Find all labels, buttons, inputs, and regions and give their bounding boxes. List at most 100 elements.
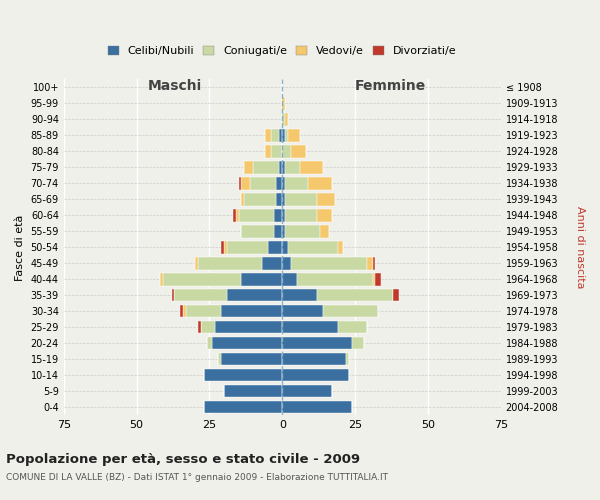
- Bar: [285, 193, 317, 205]
- Bar: [221, 241, 224, 254]
- Bar: [277, 193, 282, 205]
- Bar: [291, 145, 305, 158]
- Bar: [221, 353, 282, 366]
- Bar: [274, 225, 282, 237]
- Bar: [241, 273, 282, 285]
- Bar: [212, 337, 282, 349]
- Bar: [241, 177, 250, 190]
- Bar: [282, 369, 349, 382]
- Bar: [285, 209, 317, 222]
- Bar: [308, 177, 332, 190]
- Bar: [285, 113, 288, 126]
- Bar: [352, 337, 364, 349]
- Bar: [203, 369, 282, 382]
- Bar: [282, 321, 338, 334]
- Text: Maschi: Maschi: [148, 80, 202, 94]
- Bar: [271, 129, 280, 141]
- Bar: [268, 241, 282, 254]
- Bar: [198, 321, 200, 334]
- Bar: [241, 225, 274, 237]
- Y-axis label: Fasce di età: Fasce di età: [15, 214, 25, 280]
- Bar: [160, 273, 163, 285]
- Bar: [282, 145, 291, 158]
- Bar: [346, 353, 349, 366]
- Bar: [338, 241, 343, 254]
- Bar: [282, 193, 285, 205]
- Bar: [282, 273, 297, 285]
- Bar: [198, 257, 262, 270]
- Bar: [285, 177, 308, 190]
- Bar: [239, 177, 241, 190]
- Text: Femmine: Femmine: [355, 80, 425, 94]
- Bar: [221, 305, 282, 318]
- Bar: [373, 273, 376, 285]
- Bar: [282, 177, 285, 190]
- Bar: [200, 321, 215, 334]
- Legend: Celibi/Nubili, Coniugati/e, Vedovi/e, Divorziati/e: Celibi/Nubili, Coniugati/e, Vedovi/e, Di…: [103, 42, 461, 60]
- Bar: [218, 353, 221, 366]
- Bar: [373, 257, 376, 270]
- Bar: [239, 209, 274, 222]
- Bar: [203, 401, 282, 413]
- Bar: [206, 337, 212, 349]
- Bar: [236, 209, 239, 222]
- Bar: [224, 385, 282, 398]
- Bar: [317, 193, 335, 205]
- Bar: [282, 305, 323, 318]
- Bar: [367, 257, 373, 270]
- Bar: [224, 241, 227, 254]
- Bar: [271, 145, 282, 158]
- Bar: [317, 289, 393, 302]
- Bar: [282, 353, 346, 366]
- Bar: [288, 129, 300, 141]
- Bar: [227, 289, 282, 302]
- Bar: [282, 241, 288, 254]
- Bar: [175, 289, 227, 302]
- Bar: [282, 337, 352, 349]
- Bar: [250, 177, 277, 190]
- Bar: [285, 129, 288, 141]
- Bar: [282, 401, 352, 413]
- Bar: [215, 321, 282, 334]
- Bar: [163, 273, 241, 285]
- Bar: [195, 257, 198, 270]
- Bar: [181, 305, 183, 318]
- Bar: [282, 209, 285, 222]
- Bar: [288, 241, 338, 254]
- Bar: [172, 289, 175, 302]
- Bar: [285, 161, 300, 173]
- Bar: [265, 145, 271, 158]
- Text: Popolazione per età, sesso e stato civile - 2009: Popolazione per età, sesso e stato civil…: [6, 452, 360, 466]
- Bar: [265, 129, 271, 141]
- Bar: [277, 177, 282, 190]
- Bar: [338, 321, 367, 334]
- Bar: [280, 161, 282, 173]
- Bar: [285, 225, 320, 237]
- Bar: [317, 209, 332, 222]
- Bar: [291, 257, 367, 270]
- Bar: [244, 161, 253, 173]
- Bar: [282, 257, 291, 270]
- Bar: [241, 193, 244, 205]
- Bar: [274, 209, 282, 222]
- Bar: [280, 129, 282, 141]
- Bar: [244, 193, 277, 205]
- Bar: [282, 289, 317, 302]
- Bar: [186, 305, 221, 318]
- Bar: [282, 385, 332, 398]
- Bar: [253, 161, 280, 173]
- Bar: [300, 161, 323, 173]
- Bar: [227, 241, 268, 254]
- Bar: [320, 225, 329, 237]
- Bar: [282, 97, 285, 110]
- Y-axis label: Anni di nascita: Anni di nascita: [575, 206, 585, 288]
- Bar: [282, 161, 285, 173]
- Bar: [323, 305, 379, 318]
- Bar: [376, 273, 381, 285]
- Bar: [262, 257, 282, 270]
- Text: COMUNE DI LA VALLE (BZ) - Dati ISTAT 1° gennaio 2009 - Elaborazione TUTTITALIA.I: COMUNE DI LA VALLE (BZ) - Dati ISTAT 1° …: [6, 472, 388, 482]
- Bar: [297, 273, 373, 285]
- Bar: [282, 113, 285, 126]
- Bar: [183, 305, 186, 318]
- Bar: [282, 225, 285, 237]
